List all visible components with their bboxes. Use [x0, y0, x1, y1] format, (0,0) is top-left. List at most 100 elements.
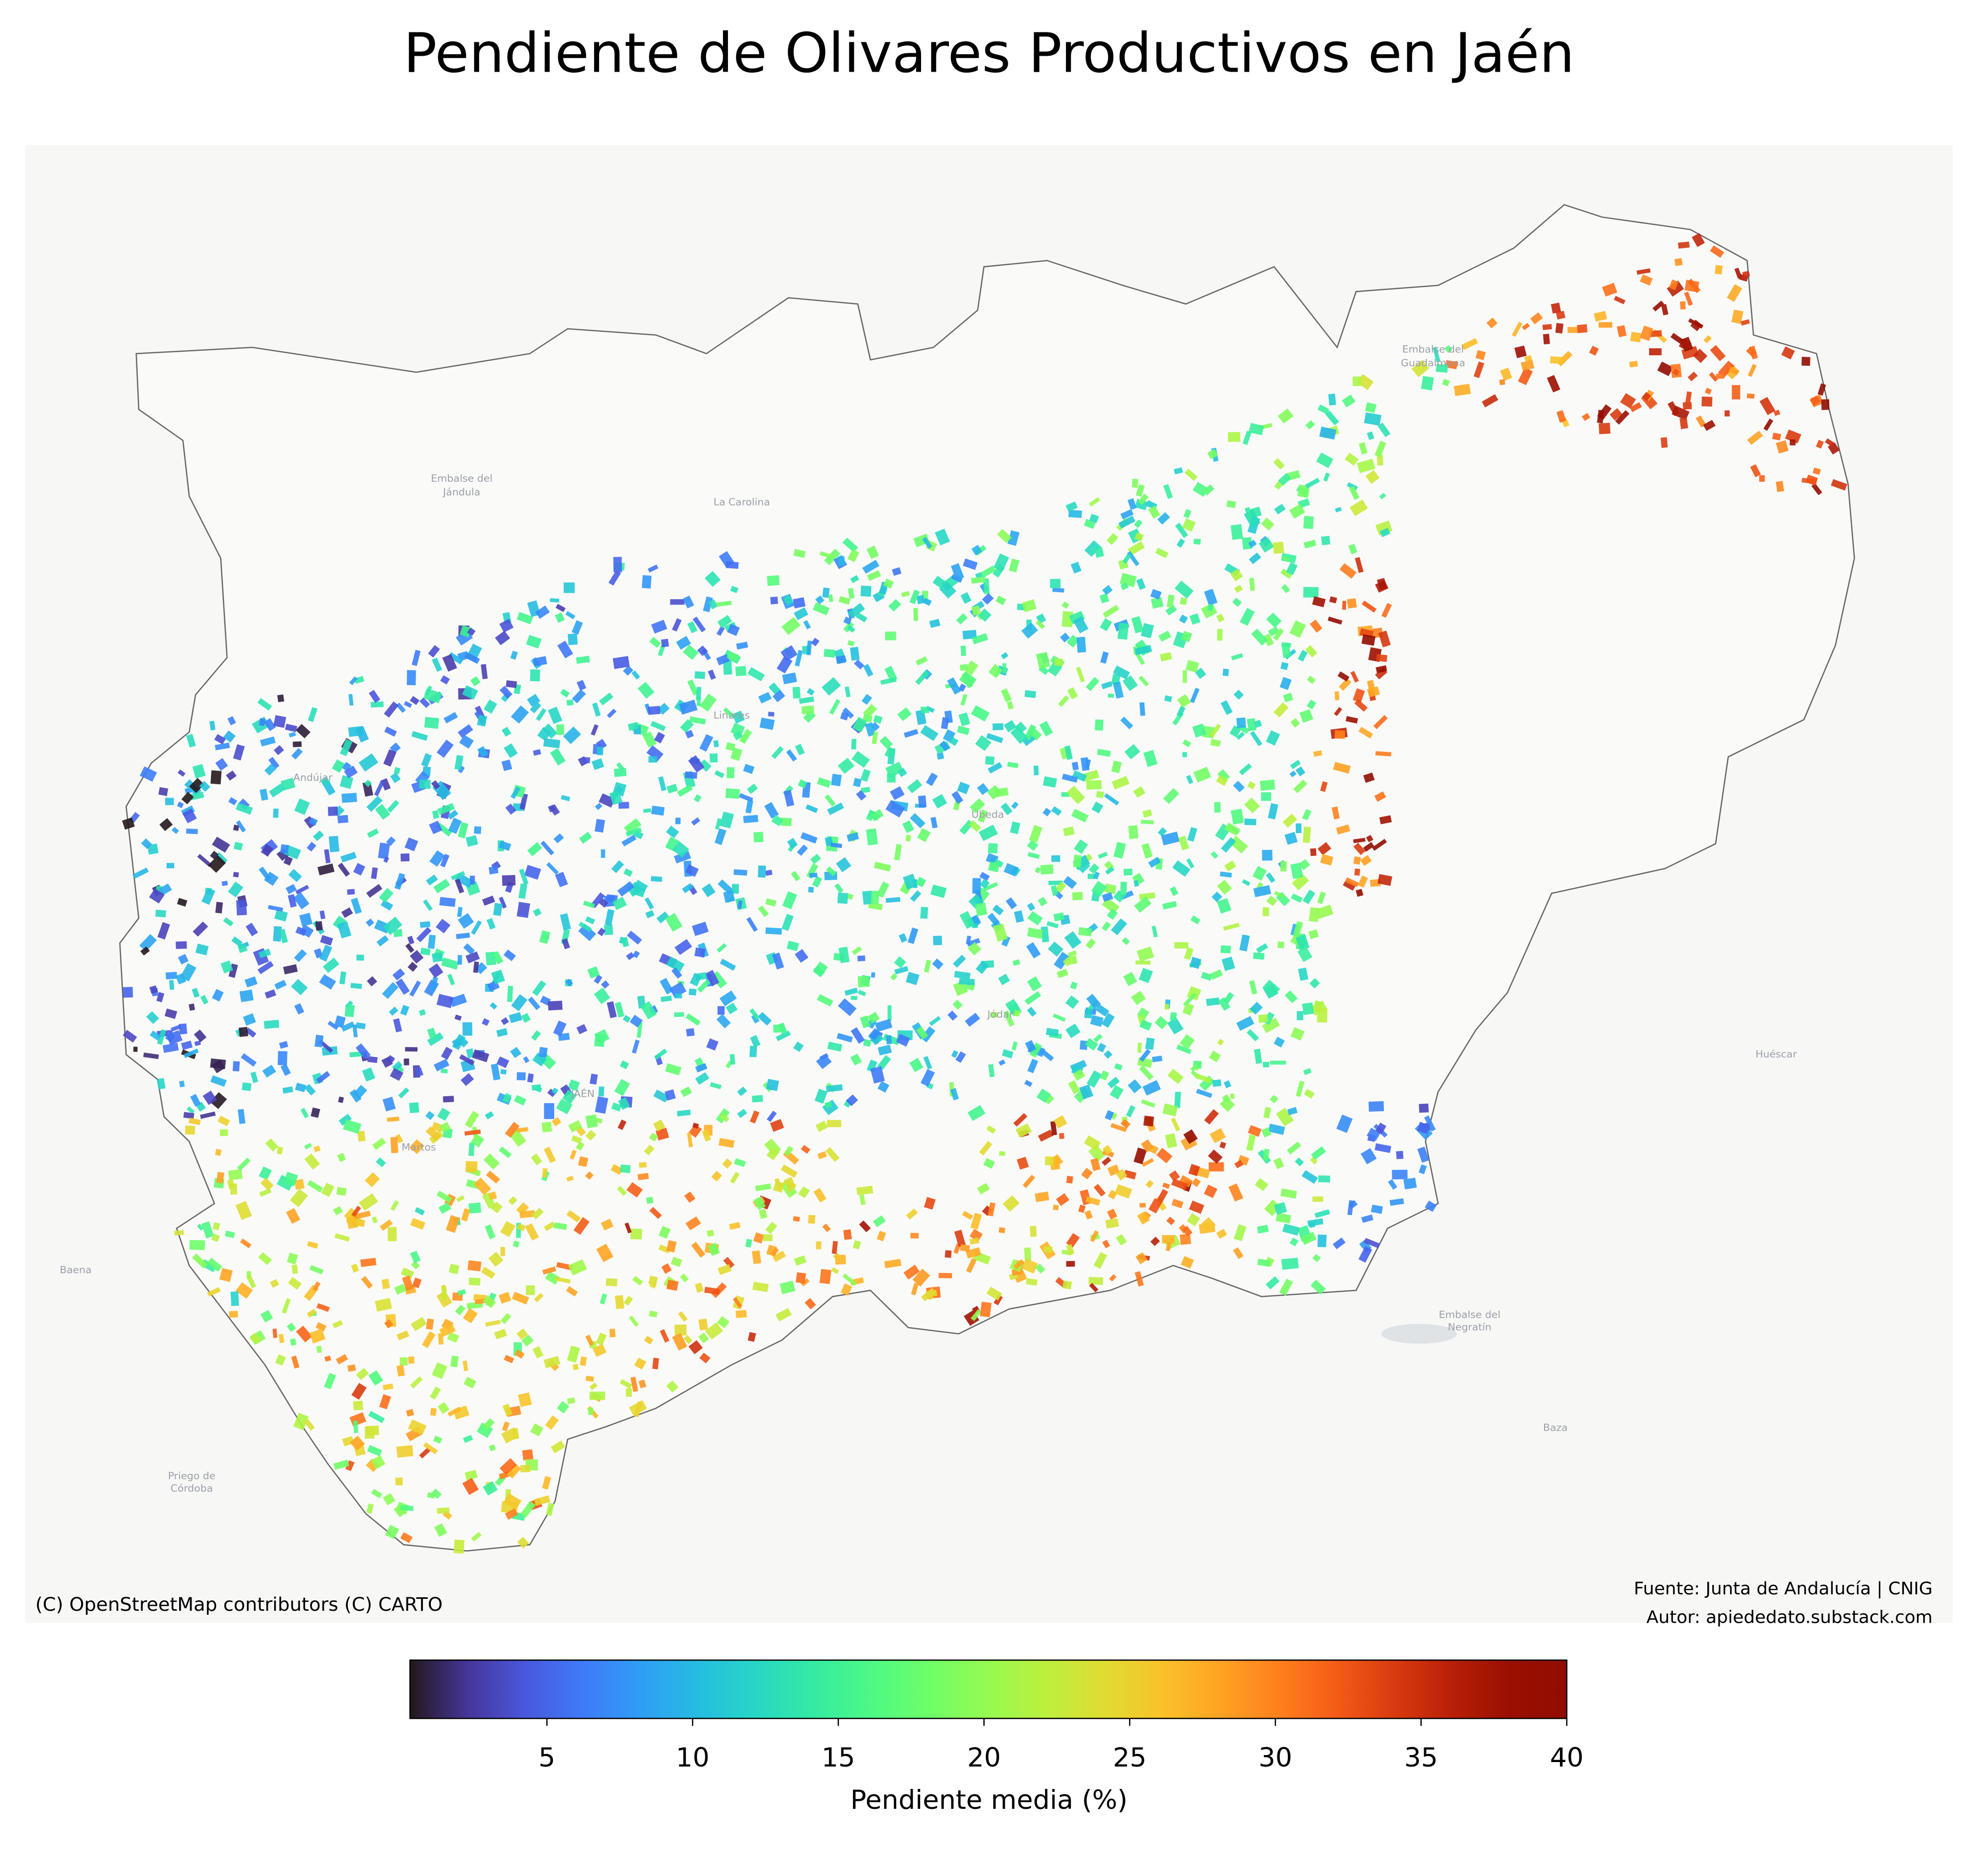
parcel: [485, 1224, 496, 1240]
parcel: [159, 883, 172, 895]
parcel: [916, 1026, 929, 1040]
parcel: [1217, 898, 1232, 914]
parcel: [475, 962, 487, 974]
colorbar-tick-label: 15: [822, 1743, 855, 1773]
parcel: [411, 1317, 427, 1332]
parcel: [356, 1368, 369, 1380]
parcel: [846, 893, 854, 900]
parcel: [730, 723, 745, 737]
parcel: [779, 1280, 796, 1294]
parcel: [1265, 1276, 1280, 1290]
map-label: Negratín: [1448, 1321, 1492, 1333]
parcel: [1261, 792, 1271, 801]
parcel: [1103, 1050, 1113, 1059]
parcel: [283, 964, 298, 975]
parcel: [343, 1119, 362, 1134]
parcel: [737, 1109, 747, 1118]
parcel: [967, 1105, 986, 1121]
parcel: [532, 908, 542, 917]
parcel: [1298, 967, 1309, 981]
parcel: [1500, 367, 1512, 381]
parcel: [975, 735, 992, 751]
parcel: [1695, 415, 1706, 428]
parcel: [394, 767, 401, 774]
parcel: [1042, 808, 1051, 817]
parcel: [236, 820, 246, 833]
map-label: Embalse del: [1439, 1309, 1500, 1321]
parcel: [1244, 797, 1260, 814]
parcel: [192, 988, 200, 998]
parcel: [1266, 730, 1280, 746]
parcel: [246, 1274, 256, 1289]
parcel: [966, 1258, 977, 1273]
parcel: [1174, 1091, 1181, 1108]
parcel: [1363, 1238, 1380, 1249]
parcel: [1373, 715, 1388, 730]
parcel: [727, 767, 734, 779]
parcel: [1165, 1242, 1172, 1251]
parcel: [1305, 420, 1315, 430]
parcel: [312, 1281, 321, 1291]
parcel: [1216, 1229, 1227, 1239]
parcel: [1204, 589, 1218, 606]
parcel: [817, 994, 833, 1007]
parcel: [320, 776, 331, 787]
parcel: [215, 758, 228, 771]
parcel: [1358, 727, 1373, 739]
parcel: [1217, 628, 1223, 641]
parcel: [273, 715, 287, 728]
parcel: [1342, 394, 1355, 408]
parcel: [368, 1411, 385, 1423]
parcel: [715, 818, 722, 830]
parcel: [560, 689, 570, 698]
parcel: [379, 888, 394, 903]
parcel: [182, 808, 197, 824]
parcel: [1015, 722, 1027, 733]
parcel: [194, 1040, 201, 1046]
parcel: [260, 1310, 273, 1323]
parcel: [978, 608, 992, 622]
parcel: [291, 1264, 298, 1274]
parcel: [1710, 245, 1724, 258]
parcel: [425, 874, 438, 886]
parcel: [1329, 596, 1338, 604]
parcel: [710, 753, 718, 763]
parcel: [244, 976, 258, 988]
parcel: [1120, 1119, 1131, 1129]
parcel: [978, 825, 998, 841]
parcel: [194, 1029, 207, 1042]
parcel: [1310, 1279, 1326, 1295]
parcel: [1376, 654, 1388, 662]
parcel: [1234, 690, 1244, 700]
parcel: [454, 1014, 462, 1021]
parcel: [486, 1170, 500, 1184]
parcel: [534, 1293, 544, 1303]
parcel: [1088, 1145, 1106, 1162]
parcel: [1781, 346, 1795, 360]
parcel: [1332, 806, 1340, 820]
parcel: [1071, 809, 1089, 823]
parcel: [1236, 1016, 1254, 1031]
parcel: [1104, 793, 1119, 806]
parcel: [1679, 417, 1688, 429]
parcel: [513, 1241, 520, 1248]
parcel: [887, 1005, 892, 1021]
colorbar-tick-label: 10: [676, 1743, 710, 1773]
parcel: [441, 957, 459, 970]
parcel: [1309, 978, 1320, 989]
parcel: [1100, 618, 1112, 631]
parcel: [532, 1052, 547, 1067]
parcel: [376, 1157, 386, 1167]
parcel: [209, 721, 215, 730]
parcel: [240, 1238, 252, 1249]
parcel: [1678, 241, 1690, 249]
parcel: [1278, 473, 1291, 486]
parcel: [442, 654, 457, 672]
parcel: [672, 618, 682, 632]
parcel: [1176, 538, 1185, 548]
parcel: [585, 1130, 597, 1141]
parcel: [518, 883, 527, 899]
parcel: [1354, 868, 1360, 876]
parcel: [139, 934, 157, 952]
parcel: [599, 793, 616, 808]
